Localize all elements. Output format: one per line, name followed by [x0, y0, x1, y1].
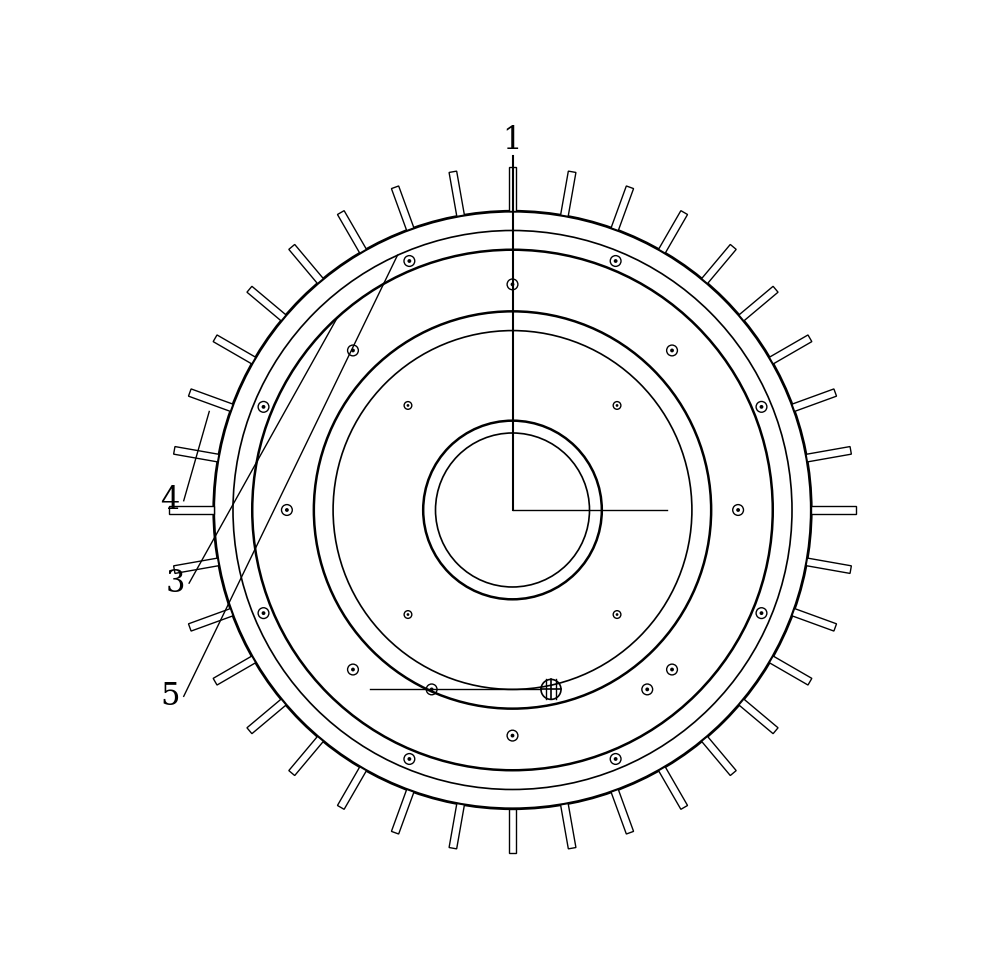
Polygon shape	[702, 736, 736, 776]
Polygon shape	[289, 736, 323, 776]
Polygon shape	[611, 789, 634, 834]
Polygon shape	[169, 506, 214, 514]
Polygon shape	[213, 656, 256, 685]
Polygon shape	[289, 245, 323, 284]
Circle shape	[736, 508, 740, 512]
Circle shape	[760, 611, 763, 615]
Polygon shape	[337, 767, 366, 809]
Polygon shape	[509, 167, 516, 212]
Polygon shape	[792, 609, 837, 631]
Circle shape	[262, 405, 265, 409]
Circle shape	[645, 687, 649, 691]
Polygon shape	[449, 171, 464, 217]
Circle shape	[407, 757, 411, 761]
Polygon shape	[792, 389, 837, 412]
Circle shape	[430, 687, 434, 691]
Circle shape	[351, 349, 355, 352]
Polygon shape	[449, 804, 464, 849]
Polygon shape	[213, 335, 256, 364]
Polygon shape	[509, 809, 516, 854]
Polygon shape	[702, 245, 736, 284]
Polygon shape	[806, 558, 851, 574]
Polygon shape	[247, 699, 286, 734]
Polygon shape	[659, 767, 688, 809]
Polygon shape	[188, 389, 233, 412]
Polygon shape	[769, 335, 812, 364]
Polygon shape	[806, 447, 851, 462]
Polygon shape	[811, 506, 856, 514]
Text: 4: 4	[160, 486, 179, 517]
Circle shape	[760, 405, 763, 409]
Polygon shape	[337, 211, 366, 253]
Polygon shape	[561, 171, 576, 217]
Circle shape	[285, 508, 289, 512]
Circle shape	[670, 668, 674, 671]
Polygon shape	[659, 211, 688, 253]
Circle shape	[616, 613, 618, 616]
Circle shape	[616, 404, 618, 407]
Polygon shape	[391, 186, 414, 230]
Circle shape	[614, 259, 618, 263]
Polygon shape	[769, 656, 812, 685]
Polygon shape	[739, 286, 778, 320]
Polygon shape	[611, 186, 634, 230]
Circle shape	[407, 404, 409, 407]
Polygon shape	[391, 789, 414, 834]
Polygon shape	[739, 699, 778, 734]
Circle shape	[670, 349, 674, 352]
Polygon shape	[188, 609, 233, 631]
Polygon shape	[174, 558, 219, 574]
Text: 5: 5	[160, 681, 180, 712]
Circle shape	[511, 283, 514, 286]
Circle shape	[511, 734, 514, 738]
Polygon shape	[247, 286, 286, 320]
Circle shape	[614, 757, 618, 761]
Circle shape	[407, 259, 411, 263]
Polygon shape	[174, 447, 219, 462]
Text: 3: 3	[165, 568, 185, 599]
Circle shape	[351, 668, 355, 671]
Text: 1: 1	[503, 125, 522, 156]
Circle shape	[262, 611, 265, 615]
Polygon shape	[561, 804, 576, 849]
Circle shape	[407, 613, 409, 616]
